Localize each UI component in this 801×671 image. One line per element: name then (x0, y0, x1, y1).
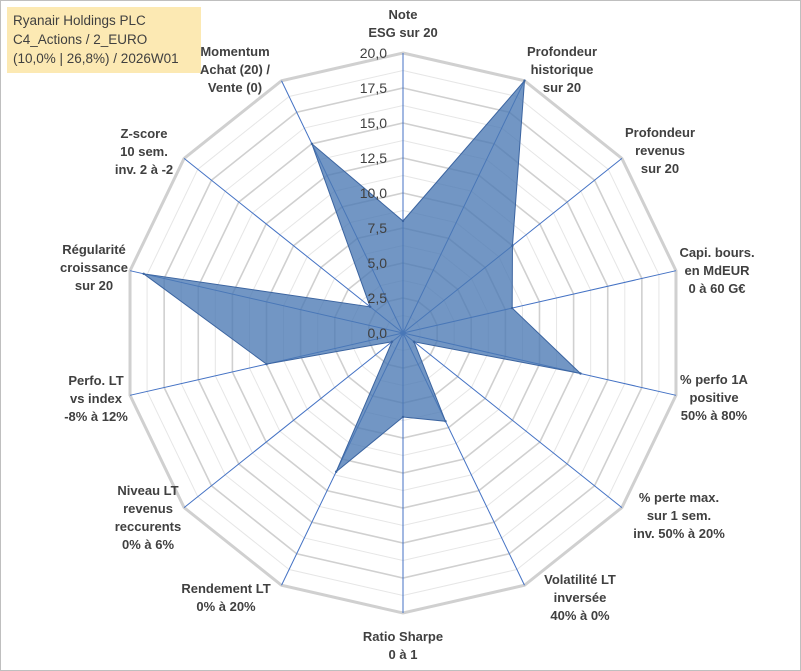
axis-spoke (183, 332, 404, 508)
axis-label-line: 0% à 6% (122, 537, 174, 552)
series-point (142, 272, 145, 276)
series-point (334, 470, 338, 473)
tick-label: 20,0 (360, 45, 387, 61)
axis-label-line: Perfo. LT (68, 373, 123, 388)
axis-label: Profondeur revenus sur 20 (625, 125, 695, 176)
series-point (401, 219, 405, 223)
axis-label: Perfo. LT vs index -8% à 12% (64, 373, 128, 424)
axis-label-line: Achat (20) / (200, 62, 270, 77)
axis-label: Rendement LT 0% à 20% (181, 581, 270, 614)
axis-label-line: % perte max. (639, 490, 719, 505)
radar-series (142, 79, 583, 473)
axis-label: Note ESG sur 20 (368, 7, 437, 40)
tick-label: 17,5 (360, 80, 387, 96)
radar-axis-labels: Note ESG sur 20 Profondeur historique sur 20… (60, 7, 755, 662)
axis-label-line: positive (689, 390, 738, 405)
axis-label-line: historique (531, 62, 594, 77)
series-point (511, 244, 514, 247)
axis-label: Momentum Achat (20) / Vente (0) (200, 44, 270, 95)
series-point (579, 372, 582, 375)
axis-label: Régularité croissance sur 20 (60, 242, 128, 293)
series-point (523, 79, 526, 82)
chart-title-box: Ryanair Holdings PLC C4_Actions / 2_EURO… (7, 7, 201, 73)
axis-label-line: Momentum (200, 44, 269, 59)
axis-label-line: Vente (0) (208, 80, 262, 95)
axis-label-line: sur 20 (641, 161, 679, 176)
axis-label-line: croissance (60, 260, 128, 275)
axis-label: Ratio Sharpe 0 à 1 (363, 629, 443, 662)
axis-label-line: ESG sur 20 (368, 25, 437, 40)
radar-tick-labels: 0,0 2,5 5,0 7,5 10,0 12,5 15,0 17,5 20,0 (360, 45, 387, 341)
series-point (390, 340, 394, 343)
axis-label: % perte max. sur 1 sem. inv. 50% à 20% (633, 490, 725, 541)
series-point (310, 142, 314, 145)
axis-label-line: Profondeur (625, 125, 695, 140)
axis-label-line: Volatilité LT (544, 572, 616, 587)
axis-label-line: 50% à 80% (681, 408, 748, 423)
title-line-company: Ryanair Holdings PLC (13, 13, 146, 28)
axis-label-line: 0 à 1 (389, 647, 418, 662)
axis-label: Z-score 10 sem. inv. 2 à -2 (115, 126, 173, 177)
axis-spoke (402, 332, 623, 508)
axis-label-line: -8% à 12% (64, 409, 128, 424)
tick-label: 7,5 (368, 220, 388, 236)
tick-label: 2,5 (368, 290, 388, 306)
axis-label-line: revenus (123, 501, 173, 516)
axis-label-line: sur 20 (75, 278, 113, 293)
axis-label-line: Note (389, 7, 418, 22)
axis-label-line: inv. 2 à -2 (115, 162, 173, 177)
series-point (412, 340, 416, 343)
axis-label-line: revenus (635, 143, 685, 158)
axis-label-line: Rendement LT (181, 581, 270, 596)
series-point (368, 305, 372, 309)
axis-label: Niveau LT revenus reccurents 0% à 6% (115, 483, 181, 552)
axis-label-line: sur 1 sem. (647, 508, 711, 523)
series-point (510, 306, 514, 310)
axis-label-line: 10 sem. (120, 144, 168, 159)
axis-label-line: vs index (70, 391, 123, 406)
title-line-category: C4_Actions / 2_EURO (13, 32, 148, 47)
title-line-period: (10,0% | 26,8%) / 2026W01 (13, 51, 179, 66)
axis-label-line: Profondeur (527, 44, 597, 59)
tick-label: 10,0 (360, 185, 387, 201)
tick-label: 12,5 (360, 150, 387, 166)
axis-label-line: Régularité (62, 242, 126, 257)
axis-label: Capi. bours. en MdEUR 0 à 60 G€ (679, 245, 754, 296)
axis-label-line: sur 20 (543, 80, 581, 95)
series-point (265, 362, 268, 366)
axis-label-line: inv. 50% à 20% (633, 526, 725, 541)
series-point (401, 415, 405, 419)
axis-label-line: 0 à 60 G€ (688, 281, 745, 296)
axis-label-line: Z-score (121, 126, 168, 141)
axis-label-line: % perfo 1A (680, 372, 749, 387)
axis-spoke (183, 158, 404, 334)
axis-label: Volatilité LT inversée 40% à 0% (544, 572, 616, 623)
axis-label-line: en MdEUR (685, 263, 751, 278)
tick-label: 5,0 (368, 255, 388, 271)
axis-label: % perfo 1A positive 50% à 80% (680, 372, 749, 423)
axis-label-line: reccurents (115, 519, 181, 534)
axis-label-line: Niveau LT (117, 483, 178, 498)
axis-label: Profondeur historique sur 20 (527, 44, 597, 95)
axis-label-line: Ratio Sharpe (363, 629, 443, 644)
axis-label-line: 0% à 20% (196, 599, 256, 614)
axis-label-line: 40% à 0% (550, 608, 610, 623)
axis-label-line: Capi. bours. (679, 245, 754, 260)
series-point (444, 420, 447, 423)
tick-label: 15,0 (360, 115, 387, 131)
tick-label: 0,0 (368, 325, 388, 341)
axis-label-line: inversée (554, 590, 607, 605)
